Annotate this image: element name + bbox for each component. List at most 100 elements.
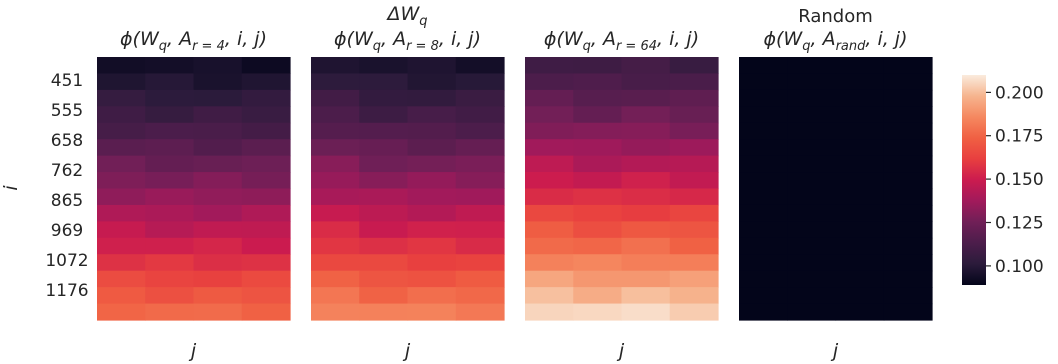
heatmap-panel-3: ϕ(Wq, Ar = 64, i, j) j <box>525 28 719 362</box>
heatmap-cell <box>621 254 671 272</box>
heatmap-cell <box>787 106 837 124</box>
heatmap-cell <box>883 287 933 305</box>
heatmap-cell <box>407 155 457 173</box>
heatmap-cell <box>669 270 719 288</box>
y-tick-label: 762 <box>51 161 83 181</box>
heatmap-cell <box>455 172 505 190</box>
y-tick-label: 1176 <box>45 281 88 301</box>
heatmap-cell <box>883 254 933 272</box>
heatmap-cell <box>145 270 195 288</box>
heatmap-cell <box>193 237 243 255</box>
heatmap-cell <box>359 270 409 288</box>
heatmap-cell <box>311 57 360 75</box>
heatmap-cell <box>621 57 671 75</box>
heatmap-cell <box>145 57 195 75</box>
heatmap-cell <box>145 204 195 222</box>
heatmap-cell <box>97 122 146 140</box>
colorbar-tick-label: 0.100 <box>995 257 1044 277</box>
heatmap-cell <box>573 106 623 124</box>
heatmap-cell <box>97 270 146 288</box>
heatmap-cell <box>669 303 719 321</box>
heatmap-cell <box>573 89 623 107</box>
heatmap-cell <box>621 155 671 173</box>
heatmap-cell <box>97 188 146 206</box>
heatmap-cell <box>359 172 409 190</box>
colorbar: 0.100 0.125 0.150 0.175 0.200 <box>962 75 1044 285</box>
heatmap-cell <box>241 188 291 206</box>
heatmap-cell <box>359 254 409 272</box>
heatmap-cell <box>669 172 719 190</box>
heatmap-cell <box>241 287 291 305</box>
heatmap-cell <box>883 155 933 173</box>
heatmap-cell <box>669 237 719 255</box>
heatmap-cell <box>407 270 457 288</box>
heatmap-cell <box>621 204 671 222</box>
heatmap-cell <box>621 237 671 255</box>
heatmap-cell <box>193 73 243 91</box>
heatmap-cell <box>241 237 291 255</box>
heatmap-cell <box>359 122 409 140</box>
heatmap-cell <box>311 221 360 239</box>
heatmap-cell <box>669 106 719 124</box>
heatmap-cell <box>835 89 885 107</box>
heatmap-cell <box>835 172 885 190</box>
heatmap-cell <box>455 139 505 157</box>
heatmap-cell <box>407 303 457 321</box>
heatmap-cell <box>311 172 360 190</box>
heatmap-cell <box>311 254 360 272</box>
heatmap-cell <box>455 57 505 75</box>
heatmap-cell <box>241 89 291 107</box>
heatmap-cell <box>193 254 243 272</box>
panel-title: ϕ(Wq, Arand, i, j) <box>763 28 907 54</box>
heatmap-cell <box>97 254 146 272</box>
heatmap-cell <box>525 155 574 173</box>
heatmap-cell <box>145 237 195 255</box>
heatmap-cell <box>621 73 671 91</box>
heatmap-cell <box>883 57 933 75</box>
heatmap-cell <box>525 270 574 288</box>
heatmap-cell <box>193 139 243 157</box>
heatmap-cell <box>739 57 788 75</box>
heatmap-cell <box>525 254 574 272</box>
heatmap-cell <box>739 155 788 173</box>
heatmap-cell <box>739 270 788 288</box>
heatmap-cell <box>455 303 505 321</box>
heatmap-cell <box>739 106 788 124</box>
heatmap-cell <box>455 73 505 91</box>
heatmap-cell <box>97 237 146 255</box>
heatmap-cell <box>407 204 457 222</box>
panel-supertitle: Random <box>798 6 873 27</box>
heatmap-cell <box>787 89 837 107</box>
heatmap-cell <box>145 122 195 140</box>
heatmap-cell <box>835 57 885 75</box>
heatmap-cell <box>455 89 505 107</box>
heatmap-cell <box>407 221 457 239</box>
heatmap-cell <box>407 57 457 75</box>
heatmap-cell <box>787 122 837 140</box>
heatmap-cell <box>241 221 291 239</box>
heatmap-cell <box>241 155 291 173</box>
heatmap-cell <box>193 106 243 124</box>
heatmap-cell <box>407 139 457 157</box>
heatmap-cell <box>739 221 788 239</box>
heatmap-cell <box>193 270 243 288</box>
heatmap-cell <box>455 221 505 239</box>
x-axis-label: j <box>830 340 839 362</box>
heatmap-panels: ϕ(Wq, Ar = 4, i, j)jϕ(Wq, Ar = 8, i, j)Δ… <box>97 3 933 362</box>
heatmap-cell <box>787 221 837 239</box>
heatmap-cell <box>311 188 360 206</box>
heatmap-cell <box>407 122 457 140</box>
heatmap-cell <box>145 188 195 206</box>
heatmap-cell <box>739 303 788 321</box>
heatmap-cell <box>407 287 457 305</box>
heatmap-cell <box>193 89 243 107</box>
heatmap-cell <box>739 139 788 157</box>
heatmap-cell <box>621 172 671 190</box>
heatmap-cell <box>407 172 457 190</box>
heatmap-cell <box>359 204 409 222</box>
heatmap-cell <box>455 188 505 206</box>
heatmap-cell <box>621 89 671 107</box>
heatmap-cell <box>193 204 243 222</box>
heatmap-cell <box>145 106 195 124</box>
